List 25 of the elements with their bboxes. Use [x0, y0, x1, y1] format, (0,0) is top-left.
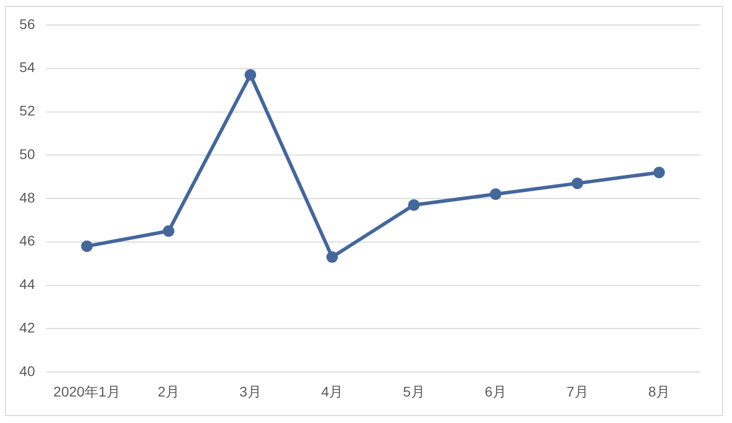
point	[490, 188, 502, 200]
point	[81, 240, 93, 252]
x-tick-label: 5月	[402, 383, 425, 400]
x-tick-label: 2020年1月	[53, 383, 120, 400]
y-tick-label: 52	[19, 102, 36, 119]
y-tick-label: 46	[19, 232, 36, 249]
point	[326, 251, 338, 263]
point	[572, 178, 584, 190]
y-tick-label: 56	[19, 16, 36, 32]
y-tick-label: 42	[19, 319, 36, 336]
x-tick-label: 4月	[321, 383, 344, 400]
x-tick-label: 6月	[484, 383, 507, 400]
point	[408, 199, 420, 211]
x-tick-label: 8月	[648, 383, 670, 400]
y-tick-label: 54	[19, 59, 36, 76]
y-tick-label: 50	[19, 146, 36, 162]
x-tick-label: 3月	[239, 383, 262, 400]
x-tick-label: 2月	[158, 383, 180, 400]
y-tick-label: 48	[19, 189, 36, 206]
point	[653, 166, 665, 178]
y-tick-label: 40	[19, 362, 36, 379]
point	[162, 225, 174, 237]
point	[244, 69, 256, 81]
x-tick-label: 7月	[566, 383, 588, 400]
y-tick-label: 44	[19, 276, 36, 292]
